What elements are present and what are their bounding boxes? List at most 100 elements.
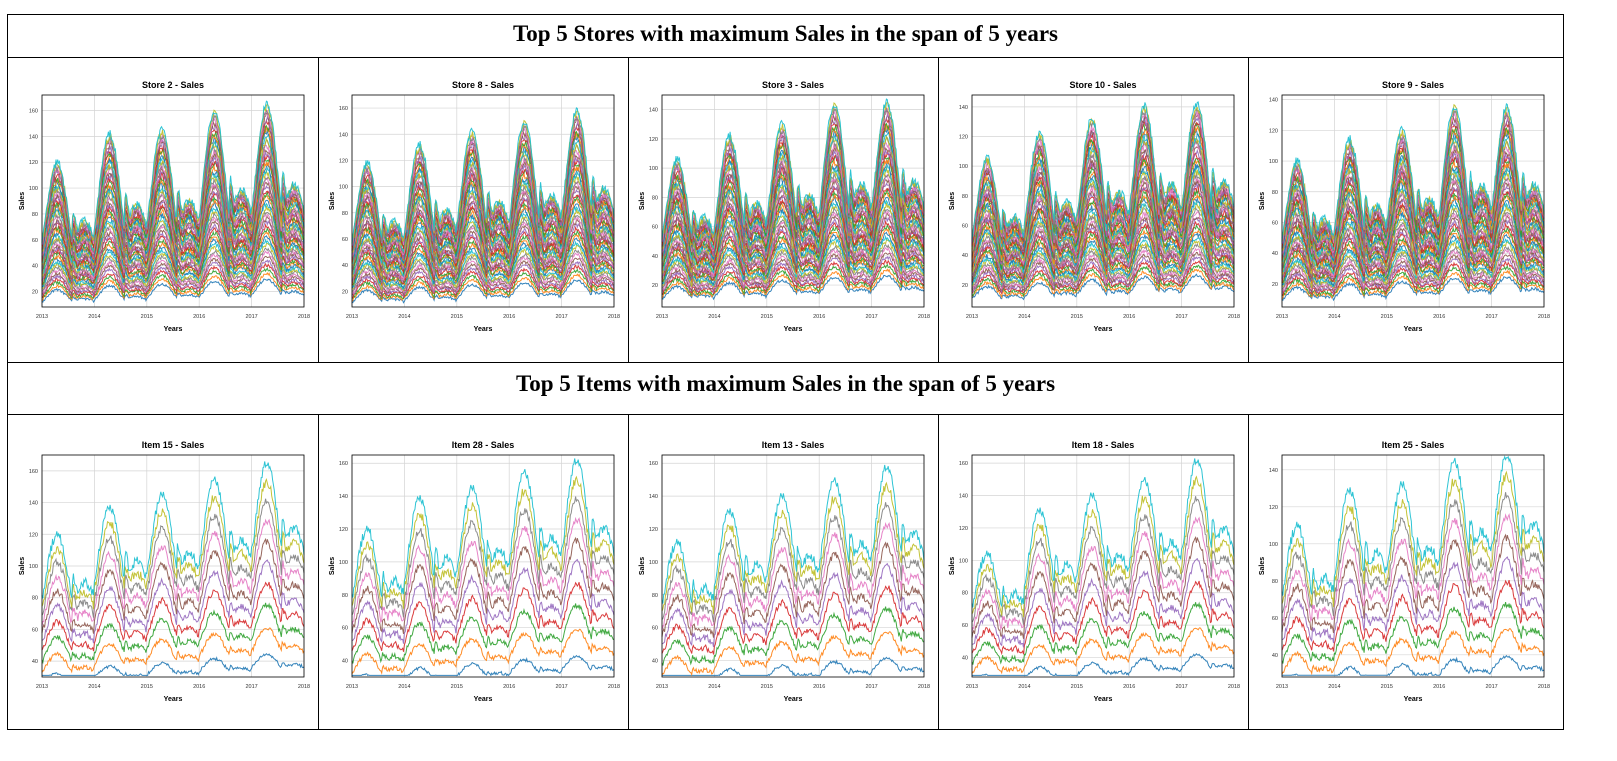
y-tick-label: 140	[29, 134, 38, 140]
y-tick-label: 40	[1272, 251, 1278, 257]
y-axis-label: Sales	[19, 557, 26, 575]
x-tick-label: 2015	[1071, 314, 1083, 320]
series-line	[971, 580, 1235, 656]
divider	[938, 414, 939, 730]
item-28-chart: Item 28 - Sales 40 60 80 100 120 140 160 2013 201…	[329, 440, 620, 703]
series-line	[1281, 513, 1545, 626]
y-axis-label: Sales	[949, 192, 956, 210]
store-8-chart: Store 8 - Sales 20 40 60 80 100 120 140 160 2013 2…	[329, 80, 620, 333]
series-line	[1281, 533, 1545, 634]
x-tick-label: 2016	[193, 684, 205, 690]
item-15-chart: Item 15 - Sales 40 60 80 100 120 140 160 2013 201…	[19, 440, 310, 703]
y-axis-label: Sales	[329, 557, 336, 575]
y-tick-label: 100	[339, 560, 348, 566]
series-line	[1281, 257, 1545, 295]
y-tick-label: 140	[1269, 98, 1278, 104]
x-tick-label: 2015	[1381, 314, 1393, 320]
y-tick-label: 60	[1272, 616, 1278, 622]
series-line	[41, 271, 305, 302]
divider	[1248, 57, 1249, 362]
series-line	[1281, 601, 1545, 664]
x-tick-label: 2017	[1485, 314, 1497, 320]
plot-frame	[971, 94, 1235, 308]
y-tick-label: 160	[339, 461, 348, 467]
y-tick-label: 40	[342, 263, 348, 269]
plot-frame	[41, 94, 305, 308]
y-tick-label: 80	[32, 212, 38, 218]
y-tick-label: 40	[962, 656, 968, 662]
x-axis-label: Years	[474, 326, 493, 333]
series-line	[41, 278, 305, 304]
chart-title: Store 8 - Sales	[452, 80, 514, 90]
x-tick-label: 2018	[1228, 314, 1240, 320]
x-tick-label: 2017	[865, 684, 877, 690]
divider	[8, 362, 1563, 363]
series-line	[41, 518, 305, 627]
series-line	[971, 239, 1235, 287]
y-tick-label: 100	[1269, 159, 1278, 165]
divider	[938, 57, 939, 362]
y-tick-label: 40	[1272, 653, 1278, 659]
item-18-chart: Item 18 - Sales 40 60 80 100 120 140 160 2013 201…	[949, 440, 1240, 703]
series-line	[41, 559, 305, 644]
stores-section-title: Top 5 Stores with maximum Sales in the s…	[512, 21, 1059, 46]
series-line	[972, 653, 1235, 677]
series-line	[351, 558, 615, 644]
x-tick-label: 2018	[608, 314, 620, 320]
series-line	[971, 201, 1235, 273]
plot-frame	[661, 94, 925, 308]
plot-frame	[971, 454, 1235, 678]
y-tick-label: 140	[649, 494, 658, 500]
y-tick-label: 160	[959, 461, 968, 467]
series-line	[661, 541, 925, 638]
x-tick-label: 2017	[555, 684, 567, 690]
x-tick-label: 2017	[865, 314, 877, 320]
x-tick-label: 2013	[346, 684, 358, 690]
y-tick-label: 120	[649, 527, 658, 533]
x-tick-label: 2013	[656, 314, 668, 320]
series-line	[971, 273, 1235, 301]
x-axis-label: Years	[164, 326, 183, 333]
series-line	[41, 461, 305, 599]
y-tick-label: 60	[342, 626, 348, 632]
series-line	[1281, 455, 1545, 596]
series-line	[41, 581, 305, 652]
x-tick-label: 2016	[1123, 684, 1135, 690]
x-tick-label: 2014	[398, 314, 410, 320]
y-tick-label: 120	[959, 135, 968, 141]
series-line	[1282, 654, 1545, 677]
x-tick-label: 2015	[451, 684, 463, 690]
y-tick-label: 100	[29, 564, 38, 570]
y-tick-label: 60	[342, 237, 348, 243]
x-tick-label: 2013	[1276, 314, 1288, 320]
store-10-chart: Store 10 - Sales 20 40 60 80 100 120 140 2013 201…	[949, 80, 1240, 333]
series-line	[41, 100, 305, 243]
series-line	[971, 256, 1235, 294]
x-tick-label: 2014	[88, 314, 100, 320]
x-axis-label: Years	[784, 326, 803, 333]
y-tick-label: 100	[959, 558, 968, 564]
divider	[8, 414, 1563, 415]
series-line	[971, 264, 1234, 298]
y-axis-label: Sales	[949, 557, 956, 575]
plot-frame	[351, 454, 615, 678]
y-axis-label: Sales	[639, 557, 646, 575]
y-tick-label: 60	[652, 225, 658, 231]
y-tick-label: 60	[962, 623, 968, 629]
series-line	[41, 478, 305, 610]
series-line	[661, 464, 925, 604]
series-line	[352, 654, 615, 677]
series-line	[661, 274, 925, 301]
plot-frame	[351, 94, 615, 308]
y-tick-label: 60	[962, 223, 968, 229]
series-line	[661, 255, 925, 294]
series-line	[1281, 269, 1545, 300]
x-tick-label: 2016	[503, 314, 515, 320]
divider	[318, 414, 319, 730]
y-tick-label: 60	[32, 238, 38, 244]
x-tick-label: 2013	[36, 314, 48, 320]
chart-title: Store 3 - Sales	[762, 80, 824, 90]
y-tick-label: 80	[962, 194, 968, 200]
y-axis-label: Sales	[1259, 192, 1266, 210]
y-tick-label: 20	[32, 289, 38, 295]
